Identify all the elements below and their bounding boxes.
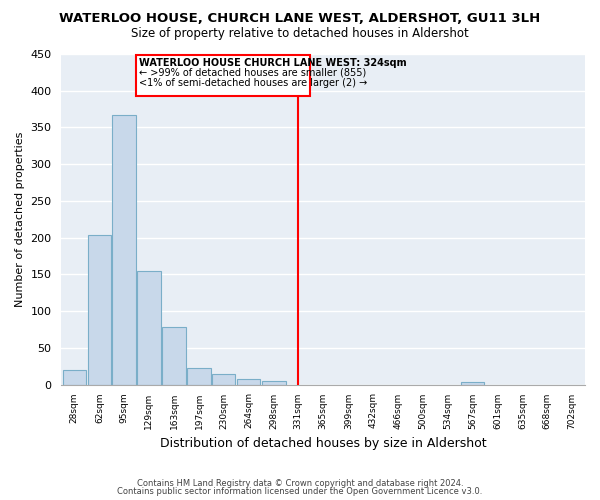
Bar [136,56,310,96]
Bar [137,271,161,384]
X-axis label: Distribution of detached houses by size in Aldershot: Distribution of detached houses by size … [160,437,487,450]
Bar [162,326,186,384]
Bar [187,368,211,384]
Text: ← >99% of detached houses are smaller (855): ← >99% of detached houses are smaller (8… [139,68,367,78]
Bar [62,370,86,384]
Bar [262,381,286,384]
Text: Contains HM Land Registry data © Crown copyright and database right 2024.: Contains HM Land Registry data © Crown c… [137,478,463,488]
Bar [237,379,260,384]
Text: WATERLOO HOUSE, CHURCH LANE WEST, ALDERSHOT, GU11 3LH: WATERLOO HOUSE, CHURCH LANE WEST, ALDERS… [59,12,541,26]
Bar [461,382,484,384]
Text: WATERLOO HOUSE CHURCH LANE WEST: 324sqm: WATERLOO HOUSE CHURCH LANE WEST: 324sqm [139,58,407,68]
Text: Contains public sector information licensed under the Open Government Licence v3: Contains public sector information licen… [118,487,482,496]
Text: <1% of semi-detached houses are larger (2) →: <1% of semi-detached houses are larger (… [139,78,368,88]
Bar [212,374,235,384]
Bar [112,115,136,384]
Bar [88,235,111,384]
Text: Size of property relative to detached houses in Aldershot: Size of property relative to detached ho… [131,28,469,40]
Y-axis label: Number of detached properties: Number of detached properties [15,132,25,307]
